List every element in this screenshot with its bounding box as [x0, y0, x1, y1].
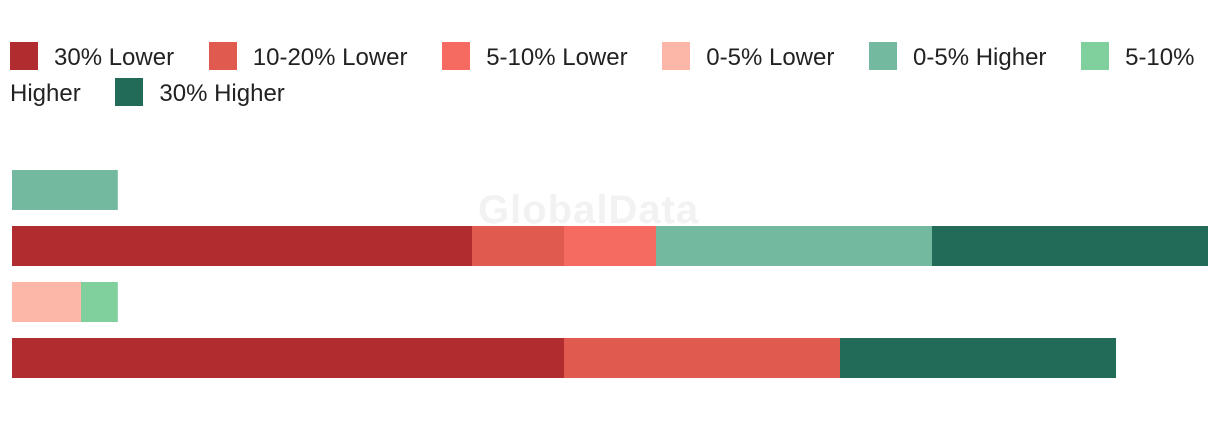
legend-item: 30% Lower	[10, 42, 175, 71]
bar-segment	[932, 226, 1208, 266]
legend-item: 5-10% Higher	[10, 42, 1195, 107]
legend-label: 30% Lower	[54, 44, 175, 71]
bar-segment	[81, 282, 118, 322]
legend-swatch	[442, 42, 471, 70]
legend-swatch	[662, 42, 691, 70]
bar-segment	[656, 226, 932, 266]
bar-segment	[12, 338, 564, 378]
bar-segment	[564, 338, 840, 378]
legend-label: 5-10% Lower	[486, 44, 628, 71]
bar-segment	[840, 338, 1116, 378]
legend-label: 0-5% Higher	[913, 44, 1047, 71]
legend-item: 30% Higher	[115, 78, 285, 107]
bar-segment	[564, 226, 656, 266]
legend-item: 0-5% Higher	[869, 42, 1047, 71]
legend-label: 30% Higher	[159, 80, 285, 107]
legend-label: 5-10% Higher	[10, 44, 1195, 107]
bar-segment	[472, 226, 564, 266]
legend-label: 0-5% Lower	[706, 44, 835, 71]
legend-label: 10-20% Lower	[252, 44, 408, 71]
legend-swatch	[115, 78, 144, 106]
bar-segment	[12, 170, 118, 210]
legend-swatch	[869, 42, 898, 70]
legend-swatch	[10, 42, 38, 70]
legend-item: 0-5% Lower	[662, 42, 835, 71]
legend-item: 10-20% Lower	[208, 42, 408, 71]
legend: 30% Lower 10-20% Lower 5-10% Lower 0-5% …	[10, 40, 1210, 112]
bar-segment	[12, 282, 81, 322]
bar-segment	[12, 226, 472, 266]
legend-swatch	[208, 42, 237, 70]
legend-swatch	[1081, 42, 1110, 70]
legend-item: 5-10% Lower	[442, 42, 628, 71]
